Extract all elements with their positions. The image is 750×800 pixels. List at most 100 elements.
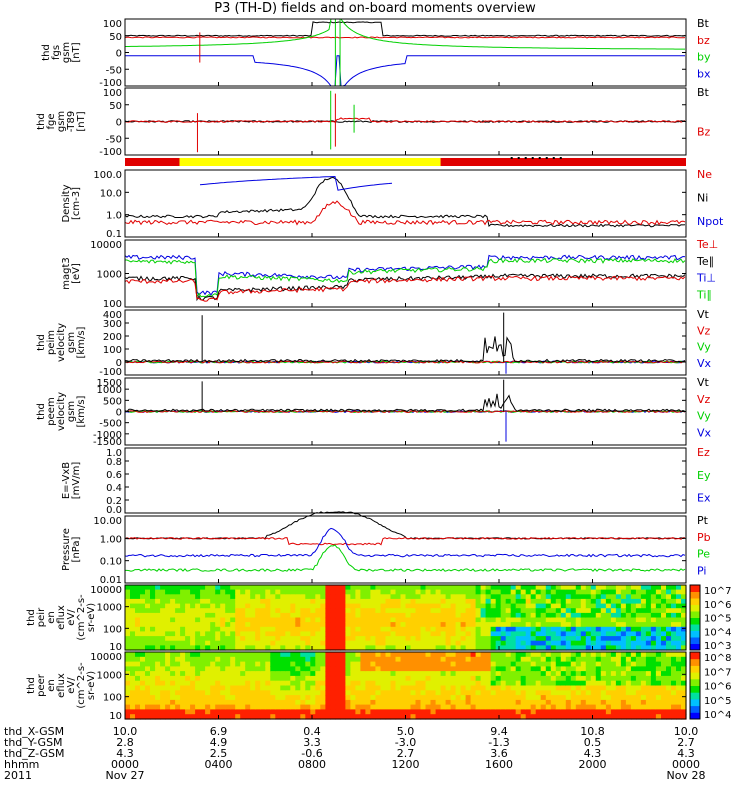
spectrogram-cell	[520, 661, 527, 667]
spectrogram-cell	[180, 640, 186, 646]
spectrogram-cell	[380, 608, 387, 614]
spectrogram-cell	[300, 652, 306, 658]
spectrogram-cell	[335, 652, 341, 658]
spectrogram-cell	[495, 594, 502, 600]
spectrogram-cell	[390, 631, 397, 637]
spectrogram-cell	[425, 714, 432, 720]
spectrogram-cell	[540, 594, 547, 600]
spectrogram-cell	[495, 612, 502, 619]
spectrogram-cell	[310, 636, 316, 642]
spectrogram-cell	[220, 671, 226, 677]
spectrogram-cell	[475, 585, 482, 591]
spectrogram-cell	[580, 656, 587, 663]
spectrogram-cell	[360, 622, 366, 628]
spectrogram-cell	[350, 680, 356, 687]
spectrogram-cell	[305, 589, 311, 595]
spectrogram-cell	[250, 704, 256, 710]
spectrogram-cell	[350, 675, 356, 682]
spectrogram-cell	[475, 652, 482, 658]
spectrogram-cell	[425, 631, 432, 637]
spectrogram-cell	[145, 714, 151, 720]
spectrogram-cell	[265, 695, 271, 701]
spectrogram-cell	[215, 652, 221, 658]
spectrogram-cell	[465, 645, 472, 651]
spectrogram-cell	[390, 636, 397, 642]
spectrogram-cell	[275, 589, 281, 595]
y-tick-label: 0.0	[106, 505, 122, 516]
spectrogram-cell	[350, 714, 356, 720]
spectrogram-cell	[600, 645, 607, 651]
spectrogram-cell	[305, 699, 311, 706]
spectrogram-cell	[515, 695, 522, 701]
spectrogram-cell	[676, 690, 682, 696]
spectrogram-cell	[620, 685, 627, 691]
spectrogram-cell	[310, 622, 316, 628]
spectrogram-cell	[355, 671, 361, 677]
spectrogram-cell	[515, 690, 522, 696]
legend-label: Pt	[697, 514, 709, 527]
spectrogram-cell	[310, 608, 316, 614]
spectrogram-cell	[635, 675, 642, 682]
spectrogram-cell	[255, 699, 261, 706]
spectrogram-cell	[400, 594, 407, 600]
spectrogram-cell	[640, 690, 647, 696]
y-axis-label: [km/s]	[76, 326, 87, 358]
spectrogram-cell	[350, 612, 356, 619]
spectrogram-cell	[545, 699, 552, 706]
spectrogram-cell	[620, 645, 627, 651]
spectrogram-cell	[676, 608, 682, 614]
spectrogram-cell	[570, 626, 577, 632]
spectrogram-cell	[195, 675, 201, 682]
spectrogram-cell	[385, 690, 392, 696]
spectrogram-cell	[420, 585, 427, 591]
spectrogram-cell	[220, 704, 226, 710]
spectrogram-cell	[465, 699, 472, 706]
spectrogram-cell	[480, 598, 487, 605]
y-axis-label: magt3	[61, 257, 72, 290]
spectrogram-cell	[520, 594, 527, 600]
legend-label: Vx	[697, 427, 712, 440]
spectrogram-cell	[460, 612, 467, 619]
spectrogram-cell	[165, 594, 171, 600]
spectrogram-cell	[676, 714, 682, 720]
spectrogram-cell	[645, 695, 652, 701]
spectrogram-cell	[415, 699, 422, 706]
panel-frame	[124, 447, 687, 514]
legend-label: bz	[697, 34, 710, 47]
spectrogram-cell	[160, 671, 166, 677]
spectrogram-cell	[135, 622, 141, 628]
spectrogram-cell	[655, 636, 662, 642]
spectrogram-cell	[435, 594, 442, 600]
spectrogram-cell	[390, 585, 397, 591]
spectrogram-cell	[535, 699, 542, 706]
spectrogram-cell	[470, 671, 477, 677]
spectrogram-cell	[300, 626, 306, 632]
spectrogram-cell	[375, 636, 381, 642]
spectrogram-cell	[375, 589, 381, 595]
spectrogram-cell	[205, 640, 211, 646]
spectrogram-cell	[175, 594, 181, 600]
spectrogram-cell	[345, 585, 351, 591]
spectrogram-cell	[530, 612, 537, 619]
y-tick-label: 100	[103, 88, 122, 99]
spectrogram-cell	[515, 680, 522, 687]
spectrogram-cell	[570, 603, 577, 609]
spectrogram-cell	[565, 656, 572, 663]
spectrogram-cell	[490, 714, 497, 720]
spectrogram-cell	[260, 612, 266, 619]
spectrogram-cell	[480, 645, 487, 651]
spectrogram-cell	[400, 704, 407, 710]
ephemeris-label: thd_Z-GSM	[4, 747, 64, 760]
spectrogram-cell	[655, 685, 662, 691]
spectrogram-cell	[180, 685, 186, 691]
spectrogram-cell	[630, 695, 637, 701]
spectrogram-cell	[135, 645, 141, 651]
y-axis-label: [nPa]	[71, 536, 82, 562]
spectrogram-cell	[485, 640, 492, 646]
spectrogram-cell	[475, 589, 482, 595]
spectrogram-cell	[555, 704, 562, 710]
y-tick-label: 10000	[90, 652, 122, 663]
y-tick-label: 100	[103, 624, 122, 635]
spectrogram-cell	[305, 622, 311, 628]
spectrogram-cell	[655, 612, 662, 619]
